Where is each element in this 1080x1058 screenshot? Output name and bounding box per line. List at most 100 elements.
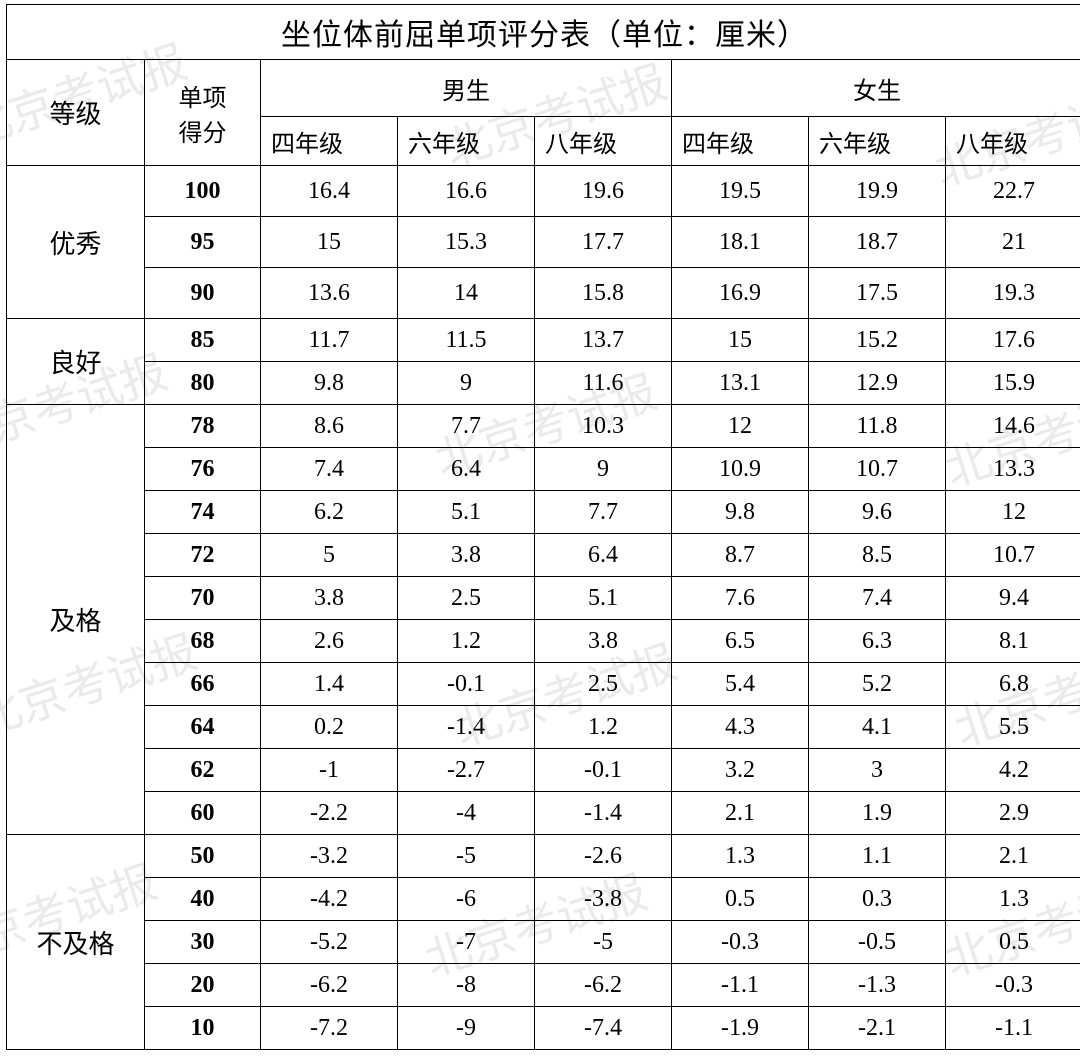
score-cell: 100	[145, 166, 261, 217]
data-cell: 13.3	[946, 448, 1080, 491]
data-cell: 19.9	[809, 166, 946, 217]
score-cell: 40	[145, 878, 261, 921]
table-row: 20-6.2-8-6.2-1.1-1.3-0.3	[7, 964, 1080, 1007]
data-cell: 13.6	[261, 268, 398, 319]
data-cell: 0.5	[946, 921, 1080, 964]
data-cell: 1.2	[535, 706, 672, 749]
header-male-grade-4: 四年级	[261, 117, 398, 166]
table-body: 优秀10016.416.619.619.519.922.795 15 15.3 17.…	[7, 166, 1080, 1050]
score-cell: 20	[145, 964, 261, 1007]
data-cell: 3.8	[535, 620, 672, 663]
table-row: 良好8511.711.513.71515.217.6	[7, 319, 1080, 362]
table-row: 及格788.67.710.31211.814.6	[7, 405, 1080, 448]
data-cell: 2.9	[946, 792, 1080, 835]
header-female-grade-4: 四年级	[672, 117, 809, 166]
title-row: 坐位体前屈单项评分表（单位：厘米）	[7, 5, 1080, 60]
level-cell: 及格	[7, 405, 145, 835]
level-cell: 优秀	[7, 166, 145, 319]
table-row: 60-2.2-4-1.42.11.92.9	[7, 792, 1080, 835]
data-cell: -1.9	[672, 1007, 809, 1050]
data-cell: -2.2	[261, 792, 398, 835]
table-row: 40-4.2-6-3.80.50.31.3	[7, 878, 1080, 921]
data-cell: 5.1	[535, 577, 672, 620]
level-cell: 良好	[7, 319, 145, 405]
data-cell: 2.5	[535, 663, 672, 706]
data-cell: 2.1	[946, 835, 1080, 878]
data-cell: 19.3	[946, 268, 1080, 319]
score-cell: 95	[145, 217, 261, 268]
header-male-grade-6: 六年级	[398, 117, 535, 166]
score-cell: 66	[145, 663, 261, 706]
score-cell: 30	[145, 921, 261, 964]
data-cell: 6.8	[946, 663, 1080, 706]
data-cell: 11.7	[261, 319, 398, 362]
score-cell: 60	[145, 792, 261, 835]
table-title: 坐位体前屈单项评分表（单位：厘米）	[7, 5, 1080, 60]
data-cell: -8	[398, 964, 535, 1007]
data-cell: 12	[672, 405, 809, 448]
data-cell: 0.5	[672, 878, 809, 921]
data-cell: 6.3	[809, 620, 946, 663]
data-cell: -9	[398, 1007, 535, 1050]
data-cell: 2.1	[672, 792, 809, 835]
data-cell: -4.2	[261, 878, 398, 921]
table-row: 640.2-1.41.24.34.15.5	[7, 706, 1080, 749]
header-score-line2: 得分	[179, 121, 227, 147]
score-cell: 90	[145, 268, 261, 319]
data-cell: 0.2	[261, 706, 398, 749]
score-cell: 72	[145, 534, 261, 577]
data-cell: 14	[398, 268, 535, 319]
table-row: 优秀10016.416.619.619.519.922.7	[7, 166, 1080, 217]
score-cell: 85	[145, 319, 261, 362]
data-cell: 15.9	[946, 362, 1080, 405]
data-cell: -1.4	[398, 706, 535, 749]
data-cell: 15.8	[535, 268, 672, 319]
header-male: 男生	[261, 60, 672, 117]
header-score: 单项 得分	[145, 60, 261, 166]
data-cell: 1.4	[261, 663, 398, 706]
data-cell: 1.3	[672, 835, 809, 878]
data-cell: 19.5	[672, 166, 809, 217]
table-row: 7253.86.48.78.510.7	[7, 534, 1080, 577]
data-cell: -0.5	[809, 921, 946, 964]
data-cell: 13.7	[535, 319, 672, 362]
data-cell: 10.7	[946, 534, 1080, 577]
data-cell: -0.3	[672, 921, 809, 964]
data-cell: 15.3	[398, 217, 535, 268]
header-male-grade-8: 八年级	[535, 117, 672, 166]
data-cell: -1.4	[535, 792, 672, 835]
data-cell: 1.9	[809, 792, 946, 835]
score-cell: 76	[145, 448, 261, 491]
table-row: 30-5.2-7-5-0.3-0.50.5	[7, 921, 1080, 964]
data-cell: 7.4	[261, 448, 398, 491]
data-cell: -7.4	[535, 1007, 672, 1050]
data-cell: 10.7	[809, 448, 946, 491]
data-cell: 9.4	[946, 577, 1080, 620]
data-cell: 8.6	[261, 405, 398, 448]
data-cell: 7.7	[398, 405, 535, 448]
score-cell: 70	[145, 577, 261, 620]
data-cell: 7.6	[672, 577, 809, 620]
table-row: 661.4-0.12.55.45.26.8	[7, 663, 1080, 706]
data-cell: 15	[672, 319, 809, 362]
data-cell: -1.1	[672, 964, 809, 1007]
data-cell: 4.2	[946, 749, 1080, 792]
data-cell: 17.6	[946, 319, 1080, 362]
data-cell: 6.4	[535, 534, 672, 577]
header-female-grade-8: 八年级	[946, 117, 1080, 166]
data-cell: 8.7	[672, 534, 809, 577]
data-cell: 3.2	[672, 749, 809, 792]
score-cell: 80	[145, 362, 261, 405]
data-cell: 21	[946, 217, 1080, 268]
level-cell: 不及格	[7, 835, 145, 1050]
data-cell: 4.1	[809, 706, 946, 749]
page-wrap: 北京考试报北京考试报北京考试报北京考试报北京考试报北京考试报北京考试报北京考试报…	[0, 0, 1080, 1058]
table-row: 62-1-2.7-0.13.234.2	[7, 749, 1080, 792]
data-cell: 22.7	[946, 166, 1080, 217]
data-cell: 9.6	[809, 491, 946, 534]
data-cell: 11.8	[809, 405, 946, 448]
data-cell: 3.8	[261, 577, 398, 620]
data-cell: 7.7	[535, 491, 672, 534]
data-cell: 16.6	[398, 166, 535, 217]
data-cell: 18.1	[672, 217, 809, 268]
